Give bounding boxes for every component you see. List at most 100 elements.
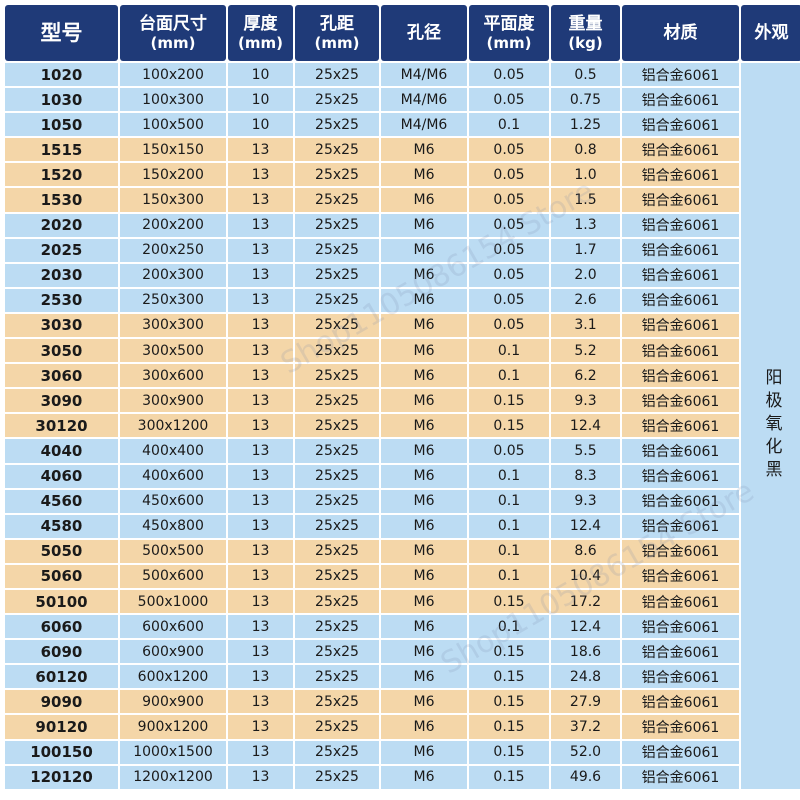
cell-size: 500x500 bbox=[120, 539, 226, 563]
cell-flatness: 0.15 bbox=[469, 589, 549, 614]
cell-flatness: 0.1 bbox=[469, 489, 549, 513]
cell-thickness: 13 bbox=[228, 339, 293, 363]
cell-flatness: 0.1 bbox=[469, 539, 549, 563]
cell-model: 3030 bbox=[5, 313, 118, 338]
table-row: 6090 600x900 13 25x25 M6 0.15 18.6 铝合金6061 bbox=[5, 640, 800, 664]
cell-hole-pitch: 25x25 bbox=[295, 213, 379, 237]
cell-hole-pitch: 25x25 bbox=[295, 414, 379, 438]
cell-size: 600x1200 bbox=[120, 665, 226, 689]
table-row: 1530 150x300 13 25x25 M6 0.05 1.5 铝合金6061 bbox=[5, 188, 800, 212]
cell-model: 90120 bbox=[5, 715, 118, 739]
cell-hole-pitch: 25x25 bbox=[295, 238, 379, 262]
cell-hole-size: M6 bbox=[381, 439, 467, 463]
cell-hole-size: M6 bbox=[381, 464, 467, 488]
header-size: 台面尺寸 (mm) bbox=[120, 5, 226, 61]
cell-weight: 0.5 bbox=[551, 63, 620, 87]
cell-material: 铝合金6061 bbox=[622, 213, 739, 237]
cell-flatness: 0.05 bbox=[469, 213, 549, 237]
cell-material: 铝合金6061 bbox=[622, 88, 739, 112]
cell-size: 200x250 bbox=[120, 238, 226, 262]
header-flatness: 平面度 (mm) bbox=[469, 5, 549, 61]
cell-hole-pitch: 25x25 bbox=[295, 63, 379, 87]
cell-hole-pitch: 25x25 bbox=[295, 589, 379, 614]
cell-material: 铝合金6061 bbox=[622, 414, 739, 438]
cell-weight: 49.6 bbox=[551, 765, 620, 789]
cell-hole-size: M6 bbox=[381, 313, 467, 338]
cell-size: 100x300 bbox=[120, 88, 226, 112]
table-row: 1050 100x500 10 25x25 M4/M6 0.1 1.25 铝合金6061 bbox=[5, 113, 800, 137]
cell-weight: 8.3 bbox=[551, 464, 620, 488]
cell-model: 4040 bbox=[5, 439, 118, 463]
cell-model: 9090 bbox=[5, 690, 118, 714]
cell-hole-pitch: 25x25 bbox=[295, 765, 379, 789]
cell-weight: 1.25 bbox=[551, 113, 620, 137]
cell-thickness: 13 bbox=[228, 514, 293, 538]
cell-thickness: 13 bbox=[228, 640, 293, 664]
cell-size: 900x1200 bbox=[120, 715, 226, 739]
cell-hole-size: M6 bbox=[381, 188, 467, 212]
cell-material: 铝合金6061 bbox=[622, 539, 739, 563]
cell-model: 6090 bbox=[5, 640, 118, 664]
table-row: 3090 300x900 13 25x25 M6 0.15 9.3 铝合金6061 bbox=[5, 389, 800, 413]
cell-material: 铝合金6061 bbox=[622, 740, 739, 764]
cell-weight: 6.2 bbox=[551, 364, 620, 388]
cell-weight: 5.2 bbox=[551, 339, 620, 363]
cell-weight: 17.2 bbox=[551, 589, 620, 614]
cell-thickness: 13 bbox=[228, 163, 293, 187]
table-row: 1030 100x300 10 25x25 M4/M6 0.05 0.75 铝合金6061 bbox=[5, 88, 800, 112]
table-row: 1020 100x200 10 25x25 M4/M6 0.05 0.5 铝合金6061 阳极氧… bbox=[5, 63, 800, 789]
cell-flatness: 0.15 bbox=[469, 414, 549, 438]
cell-thickness: 13 bbox=[228, 414, 293, 438]
cell-weight: 0.8 bbox=[551, 138, 620, 162]
cell-flatness: 0.15 bbox=[469, 665, 549, 689]
cell-thickness: 13 bbox=[228, 213, 293, 237]
table-row: 60120 600x1200 13 25x25 M6 0.15 24.8 铝合金6061 bbox=[5, 665, 800, 689]
cell-flatness: 0.1 bbox=[469, 615, 549, 639]
cell-flatness: 0.05 bbox=[469, 238, 549, 262]
table-row: 2020 200x200 13 25x25 M6 0.05 1.3 铝合金6061 bbox=[5, 213, 800, 237]
table-row: 30120 300x1200 13 25x25 M6 0.15 12.4 铝合金6061 bbox=[5, 414, 800, 438]
cell-model: 30120 bbox=[5, 414, 118, 438]
cell-thickness: 13 bbox=[228, 138, 293, 162]
cell-weight: 12.4 bbox=[551, 414, 620, 438]
cell-material: 铝合金6061 bbox=[622, 163, 739, 187]
cell-hole-pitch: 25x25 bbox=[295, 263, 379, 287]
cell-model: 3090 bbox=[5, 389, 118, 413]
cell-material: 铝合金6061 bbox=[622, 464, 739, 488]
cell-size: 400x600 bbox=[120, 464, 226, 488]
cell-model: 60120 bbox=[5, 665, 118, 689]
cell-model: 3050 bbox=[5, 339, 118, 363]
cell-thickness: 13 bbox=[228, 464, 293, 488]
cell-flatness: 0.05 bbox=[469, 313, 549, 338]
cell-hole-size: M6 bbox=[381, 364, 467, 388]
cell-weight: 10.4 bbox=[551, 564, 620, 588]
table-row: 3060 300x600 13 25x25 M6 0.1 6.2 铝合金6061 bbox=[5, 364, 800, 388]
cell-model: 3060 bbox=[5, 364, 118, 388]
table-row: 120120 1200x1200 13 25x25 M6 0.15 49.6 铝合金6061 bbox=[5, 765, 800, 789]
table-row: 1515 150x150 13 25x25 M6 0.05 0.8 铝合金6061 bbox=[5, 138, 800, 162]
cell-flatness: 0.05 bbox=[469, 288, 549, 312]
table-row: 4040 400x400 13 25x25 M6 0.05 5.5 铝合金6061 bbox=[5, 439, 800, 463]
cell-hole-size: M6 bbox=[381, 489, 467, 513]
cell-hole-pitch: 25x25 bbox=[295, 364, 379, 388]
table-row: 50100 500x1000 13 25x25 M6 0.15 17.2 铝合金6061 bbox=[5, 589, 800, 614]
cell-flatness: 0.15 bbox=[469, 690, 549, 714]
cell-hole-size: M6 bbox=[381, 339, 467, 363]
cell-size: 600x900 bbox=[120, 640, 226, 664]
cell-size: 600x600 bbox=[120, 615, 226, 639]
cell-thickness: 13 bbox=[228, 313, 293, 338]
cell-material: 铝合金6061 bbox=[622, 364, 739, 388]
cell-hole-pitch: 25x25 bbox=[295, 339, 379, 363]
cell-thickness: 13 bbox=[228, 589, 293, 614]
table-row: 5050 500x500 13 25x25 M6 0.1 8.6 铝合金6061 bbox=[5, 539, 800, 563]
cell-hole-size: M6 bbox=[381, 138, 467, 162]
cell-hole-pitch: 25x25 bbox=[295, 313, 379, 338]
table-row: 4060 400x600 13 25x25 M6 0.1 8.3 铝合金6061 bbox=[5, 464, 800, 488]
cell-hole-size: M4/M6 bbox=[381, 63, 467, 87]
cell-model: 6060 bbox=[5, 615, 118, 639]
cell-thickness: 13 bbox=[228, 188, 293, 212]
cell-model: 5060 bbox=[5, 564, 118, 588]
cell-hole-size: M6 bbox=[381, 414, 467, 438]
cell-model: 4580 bbox=[5, 514, 118, 538]
